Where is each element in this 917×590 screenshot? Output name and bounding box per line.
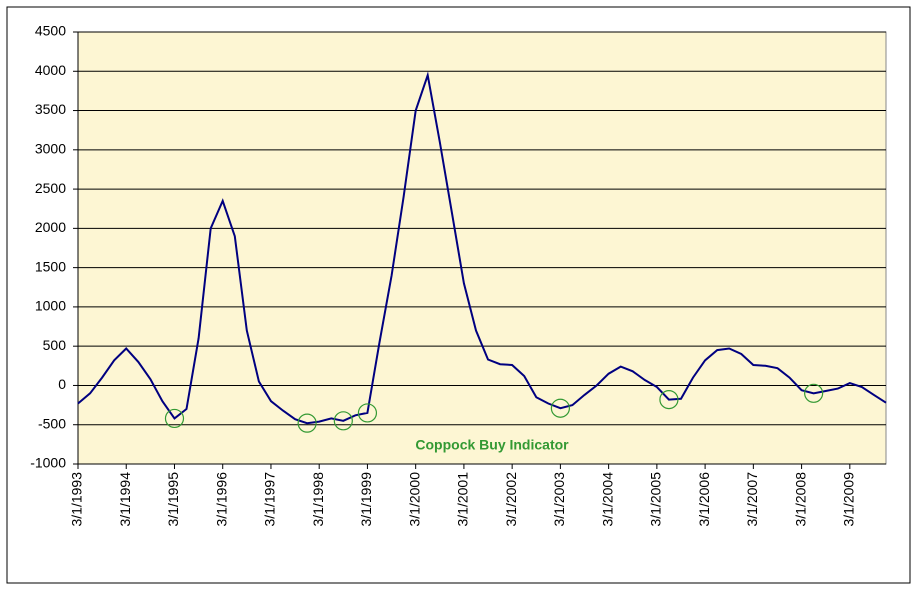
line bbox=[77, 71, 887, 425]
plot-area bbox=[77, 31, 887, 465]
x-tick-label: 3/1/1999 bbox=[358, 472, 374, 527]
y-tick-label: 2500 bbox=[35, 180, 66, 196]
y-tick-label: 1500 bbox=[35, 258, 66, 274]
x-tick-label: 3/1/1994 bbox=[117, 472, 133, 527]
x-tick-label: 3/1/2002 bbox=[503, 472, 519, 527]
x-tick-label: 3/1/2009 bbox=[841, 472, 857, 527]
x-tick-label: 3/1/2001 bbox=[455, 472, 471, 527]
y-tick-label: 4500 bbox=[35, 23, 66, 39]
x-tick-label: 3/1/1998 bbox=[310, 472, 326, 527]
x-tick-label: 3/1/2000 bbox=[406, 472, 422, 527]
x-tick-label: 3/1/1995 bbox=[165, 472, 181, 527]
x-tick-label: 3/1/2007 bbox=[744, 472, 760, 527]
x-tick-label: 3/1/2008 bbox=[792, 472, 808, 527]
y-tick-label: 2000 bbox=[35, 219, 66, 235]
x-tick-label: 3/1/1997 bbox=[262, 472, 278, 527]
buy-signal bbox=[297, 413, 317, 433]
buy-signal bbox=[550, 398, 570, 418]
buy-signal bbox=[659, 389, 679, 410]
x-tick-label: 3/1/2003 bbox=[551, 472, 567, 527]
x-tick-label: 3/1/2006 bbox=[696, 472, 712, 527]
y-tick-label: 4000 bbox=[35, 62, 66, 78]
y-tick-label: 1000 bbox=[35, 298, 66, 314]
buy-signal bbox=[357, 403, 378, 423]
y-tick-label: 3500 bbox=[35, 101, 66, 117]
y-tick-label: -1000 bbox=[30, 455, 66, 471]
x-tick-label: 3/1/2004 bbox=[599, 472, 615, 527]
annotation: Coppock Buy Indicator bbox=[415, 437, 569, 453]
y-tick-label: -500 bbox=[38, 415, 66, 431]
y-tick-label: 500 bbox=[43, 337, 67, 353]
x-tick-label: 3/1/1993 bbox=[69, 472, 85, 527]
y-tick-label: 3000 bbox=[35, 141, 66, 157]
buy-signal bbox=[333, 411, 353, 431]
buy-signal bbox=[804, 383, 824, 403]
y-tick-label: 0 bbox=[58, 376, 66, 392]
buy-signal bbox=[164, 408, 185, 429]
x-tick-label: 3/1/1996 bbox=[213, 472, 229, 527]
x-tick-label: 3/1/2005 bbox=[648, 472, 664, 527]
